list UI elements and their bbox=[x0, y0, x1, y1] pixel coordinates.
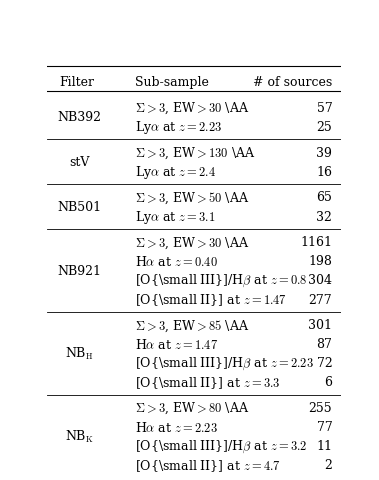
Text: 304: 304 bbox=[308, 274, 332, 287]
Text: NB$_{\rm H}$: NB$_{\rm H}$ bbox=[65, 346, 94, 362]
Text: H$\alpha$ at $z = 2.23$: H$\alpha$ at $z = 2.23$ bbox=[136, 420, 218, 434]
Text: stV: stV bbox=[69, 156, 90, 169]
Text: Sub-sample: Sub-sample bbox=[136, 76, 209, 89]
Text: 16: 16 bbox=[316, 166, 332, 179]
Text: 2: 2 bbox=[324, 458, 332, 471]
Text: 277: 277 bbox=[309, 293, 332, 306]
Text: 72: 72 bbox=[316, 357, 332, 370]
Text: NB921: NB921 bbox=[58, 264, 102, 277]
Text: [O{\small II}] at $z = 3.3$: [O{\small II}] at $z = 3.3$ bbox=[136, 374, 281, 390]
Text: 87: 87 bbox=[316, 337, 332, 350]
Text: 11: 11 bbox=[316, 440, 332, 453]
Text: 57: 57 bbox=[316, 102, 332, 115]
Text: 255: 255 bbox=[309, 401, 332, 414]
Text: $\Sigma > 3$, EW$> 30$ \AA: $\Sigma > 3$, EW$> 30$ \AA bbox=[136, 235, 250, 250]
Text: NB392: NB392 bbox=[58, 111, 102, 124]
Text: 198: 198 bbox=[309, 255, 332, 268]
Text: # of sources: # of sources bbox=[253, 76, 332, 89]
Text: [O{\small III}]/H$\beta$ at $z = 0.8$: [O{\small III}]/H$\beta$ at $z = 0.8$ bbox=[136, 272, 308, 288]
Text: 77: 77 bbox=[316, 420, 332, 433]
Text: 65: 65 bbox=[316, 191, 332, 204]
Text: [O{\small II}] at $z = 4.7$: [O{\small II}] at $z = 4.7$ bbox=[136, 457, 281, 473]
Text: $\Sigma > 3$, EW$> 85$ \AA: $\Sigma > 3$, EW$> 85$ \AA bbox=[136, 317, 250, 333]
Text: H$\alpha$ at $z = 1.47$: H$\alpha$ at $z = 1.47$ bbox=[136, 337, 219, 351]
Text: Filter: Filter bbox=[59, 76, 94, 89]
Text: [O{\small III}]/H$\beta$ at $z = 3.2$: [O{\small III}]/H$\beta$ at $z = 3.2$ bbox=[136, 438, 308, 454]
Text: H$\alpha$ at $z = 0.40$: H$\alpha$ at $z = 0.40$ bbox=[136, 254, 218, 268]
Text: Ly$\alpha$ at $z = 2.4$: Ly$\alpha$ at $z = 2.4$ bbox=[136, 163, 217, 180]
Text: Ly$\alpha$ at $z = 2.23$: Ly$\alpha$ at $z = 2.23$ bbox=[136, 119, 223, 136]
Text: 1161: 1161 bbox=[300, 236, 332, 249]
Text: $\Sigma > 3$, EW$> 50$ \AA: $\Sigma > 3$, EW$> 50$ \AA bbox=[136, 190, 250, 205]
Text: $\Sigma > 3$, EW$> 130$ \AA: $\Sigma > 3$, EW$> 130$ \AA bbox=[136, 145, 256, 161]
Text: $\Sigma > 3$, EW$> 30$ \AA: $\Sigma > 3$, EW$> 30$ \AA bbox=[136, 100, 250, 116]
Text: 25: 25 bbox=[316, 120, 332, 133]
Text: 301: 301 bbox=[308, 319, 332, 332]
Text: 39: 39 bbox=[316, 146, 332, 159]
Text: Ly$\alpha$ at $z = 3.1$: Ly$\alpha$ at $z = 3.1$ bbox=[136, 208, 216, 225]
Text: 6: 6 bbox=[324, 376, 332, 389]
Text: NB501: NB501 bbox=[58, 201, 102, 214]
Text: NB$_{\rm K}$: NB$_{\rm K}$ bbox=[65, 428, 94, 444]
Text: [O{\small II}] at $z = 1.47$: [O{\small II}] at $z = 1.47$ bbox=[136, 291, 288, 307]
Text: $\Sigma > 3$, EW$> 80$ \AA: $\Sigma > 3$, EW$> 80$ \AA bbox=[136, 400, 250, 416]
Text: 32: 32 bbox=[316, 210, 332, 223]
Text: [O{\small III}]/H$\beta$ at $z = 2.23$: [O{\small III}]/H$\beta$ at $z = 2.23$ bbox=[136, 355, 314, 372]
